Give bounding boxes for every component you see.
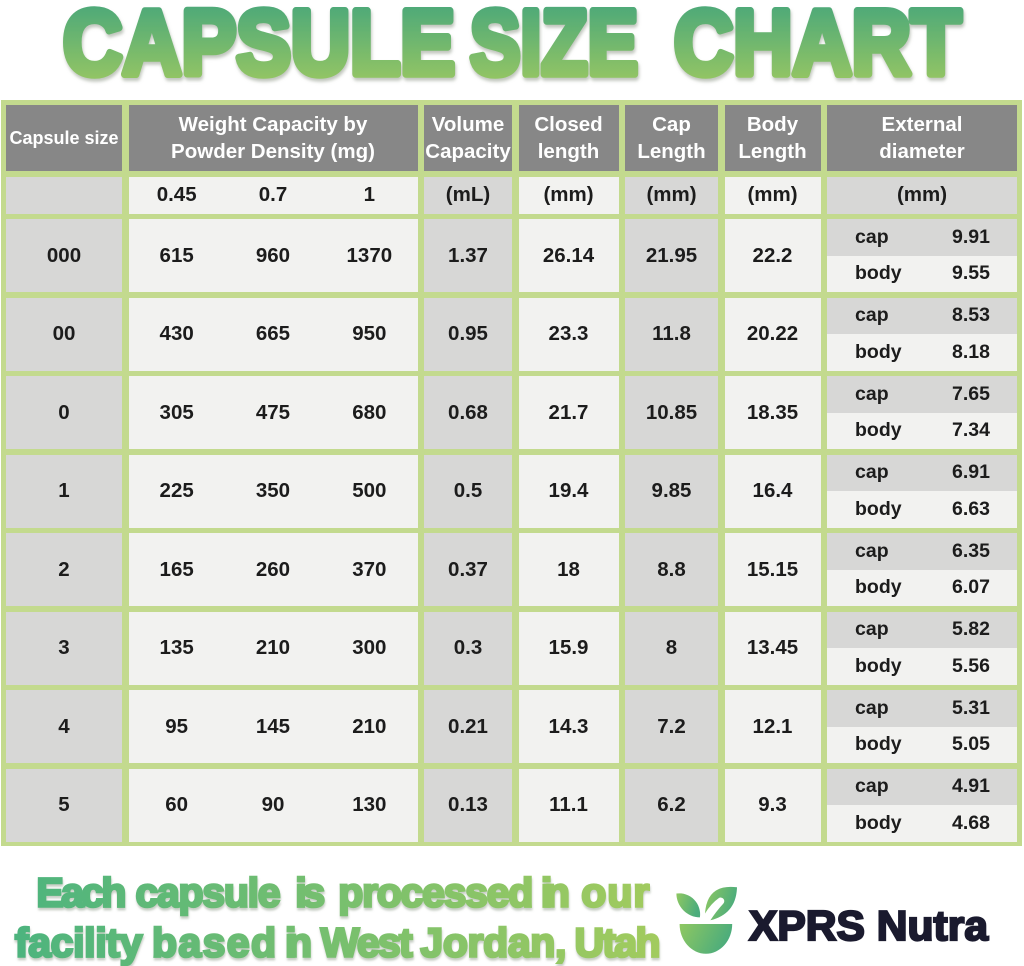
svg-text:CHART: CHART bbox=[674, 0, 961, 94]
svg-text:in: in bbox=[285, 920, 312, 966]
svg-text:capsule: capsule bbox=[136, 870, 281, 916]
svg-text:based: based bbox=[152, 920, 276, 966]
svg-text:processed: processed bbox=[338, 870, 533, 916]
svg-text:XPRS Nutra: XPRS Nutra bbox=[749, 902, 989, 949]
svg-text:is: is bbox=[295, 870, 325, 916]
svg-text:Utah: Utah bbox=[575, 920, 661, 966]
svg-text:in: in bbox=[541, 870, 570, 916]
svg-text:West: West bbox=[321, 920, 413, 966]
svg-text:facility: facility bbox=[15, 920, 143, 966]
svg-text:our: our bbox=[581, 870, 649, 916]
svg-text:Each: Each bbox=[36, 870, 126, 916]
svg-text:Jordan,: Jordan, bbox=[420, 920, 566, 966]
svg-text:SIZE: SIZE bbox=[470, 0, 638, 94]
svg-text:CAPSULE: CAPSULE bbox=[63, 0, 455, 94]
